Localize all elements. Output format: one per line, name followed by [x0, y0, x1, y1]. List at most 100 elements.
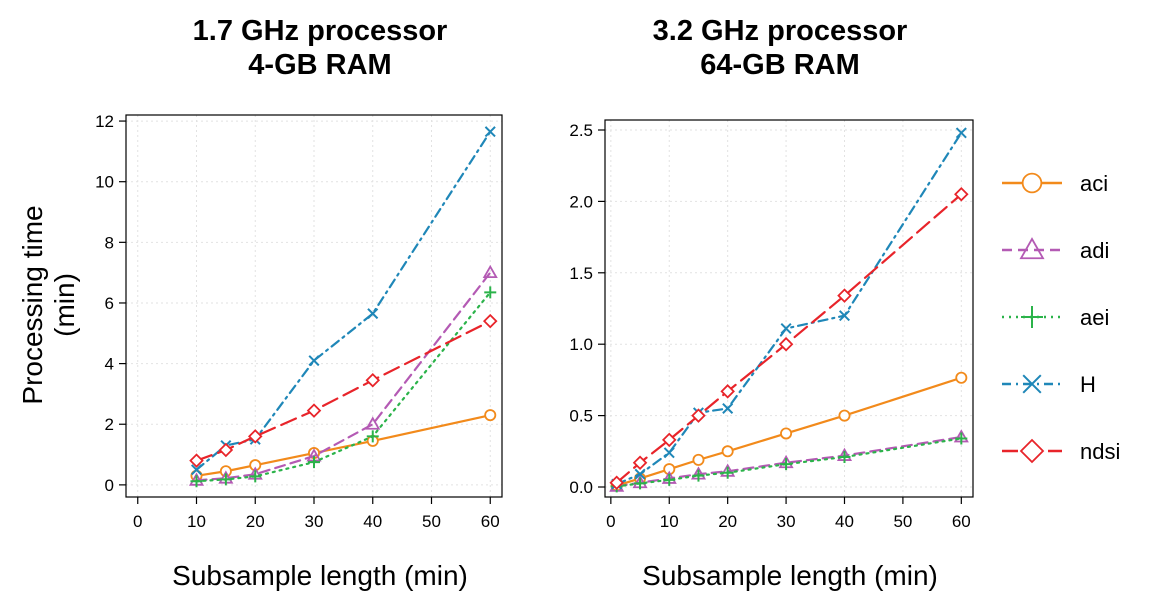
x-tick-label: 10	[660, 512, 679, 531]
x-tick-label: 40	[835, 512, 854, 531]
point-H	[838, 310, 850, 322]
point-aei	[780, 458, 793, 471]
point-aei	[190, 475, 203, 488]
point-ndsi	[778, 336, 794, 352]
point-ndsi	[306, 403, 322, 418]
point-ndsi	[247, 429, 263, 444]
point-aei	[484, 286, 497, 299]
point-H	[663, 447, 675, 459]
point-ndsi	[720, 384, 735, 399]
series-line-aci	[195, 414, 492, 477]
y-tick-label: 2.5	[569, 121, 593, 140]
point-aci	[838, 409, 851, 422]
point-aci	[721, 445, 734, 458]
point-aei	[692, 469, 705, 482]
series-line-ndsi	[615, 193, 963, 484]
legend-label-ndsi: ndsi	[1080, 439, 1120, 464]
point-H	[722, 402, 734, 414]
series-line-H	[615, 131, 963, 486]
point-ndsi	[218, 442, 234, 458]
point-aci	[249, 459, 262, 472]
x-tick-label: 10	[187, 512, 206, 531]
point-H	[308, 355, 320, 367]
point-aei	[366, 430, 379, 443]
legend-item-H: H	[1002, 372, 1096, 397]
chart-title-left: 1.7 GHz processor 4-GB RAM	[120, 14, 520, 82]
title-left-line-1: 1.7 GHz processor	[192, 15, 448, 47]
legend-marker-aei	[1021, 306, 1043, 328]
series-line-adi	[615, 435, 963, 488]
y-tick-label: 4	[105, 355, 114, 374]
legend-marker-H	[1022, 374, 1042, 394]
point-H	[190, 464, 203, 476]
legend-item-aci: aci	[1002, 171, 1108, 196]
point-ndsi	[365, 373, 381, 388]
series-line-adi	[195, 271, 492, 482]
plot-frame	[604, 119, 974, 498]
point-H	[367, 308, 379, 320]
point-ndsi	[632, 455, 648, 471]
x-tick-label: 40	[363, 512, 382, 531]
point-aei	[955, 432, 968, 445]
point-H	[634, 468, 646, 480]
legend-item-aei: aei	[1002, 305, 1109, 330]
x-tick-label: 50	[422, 512, 441, 531]
point-ndsi	[609, 475, 624, 490]
left-plot-panel: 0 10 20 30 40 50 60 0 2 4 6 8 10 12	[95, 112, 503, 531]
point-aei	[838, 451, 851, 464]
point-aei	[634, 477, 647, 490]
point-adi	[482, 264, 498, 279]
point-H	[955, 127, 967, 139]
x-axis-label-left: Subsample length (min)	[172, 560, 468, 591]
x-tick-label: 60	[952, 512, 971, 531]
x-tick-label: 20	[246, 512, 265, 531]
point-aei	[721, 466, 734, 479]
y-tick-label: 6	[105, 294, 114, 313]
point-ndsi	[482, 313, 498, 329]
y-tick-label: 0	[105, 476, 114, 495]
y-tick-label: 2.0	[569, 192, 593, 211]
point-aci	[780, 427, 793, 440]
legend-marker-ndsi	[1019, 438, 1045, 464]
legend-label-aei: aei	[1080, 305, 1109, 330]
title-right-line-1: 3.2 GHz processor	[652, 15, 908, 47]
point-ndsi	[837, 288, 852, 303]
y-axis-label-line-2: (min)	[49, 273, 80, 337]
y-tick-label: 1.0	[569, 335, 593, 354]
point-H	[780, 322, 792, 334]
title-left-line-2: 4-GB RAM	[248, 49, 392, 81]
legend-label-adi: adi	[1080, 238, 1109, 263]
point-aei	[219, 473, 232, 486]
legend-marker-aci	[1021, 172, 1043, 194]
point-aci	[692, 453, 705, 466]
point-ndsi	[189, 453, 204, 468]
y-tick-label: 12	[95, 112, 114, 131]
y-tick-label: 0.5	[569, 407, 593, 426]
x-tick-label: 50	[893, 512, 912, 531]
y-axis-label: Processing time (min)	[17, 205, 80, 404]
y-tick-label: 1.5	[569, 264, 593, 283]
x-tick-label: 0	[133, 512, 142, 531]
x-tick-label: 0	[606, 512, 615, 531]
x-tick-label: 30	[777, 512, 796, 531]
point-aei	[249, 470, 262, 483]
y-axis-label-line-1: Processing time	[17, 205, 48, 404]
x-tick-label: 20	[718, 512, 737, 531]
chart-title-right: 3.2 GHz processor 64-GB RAM	[580, 14, 980, 82]
right-plot-panel: 0 10 20 30 40 50 60 0.0 0.5 1.0 1.5 2.0 2.5	[569, 119, 974, 531]
point-aei	[663, 473, 676, 486]
point-aci	[484, 409, 497, 422]
legend-item-adi: adi	[1002, 237, 1109, 263]
legend-label-H: H	[1080, 372, 1096, 397]
series-line-aei	[195, 291, 492, 483]
point-ndsi	[954, 186, 969, 202]
point-H	[484, 126, 496, 138]
y-tick-label: 2	[105, 415, 114, 434]
series-line-H	[195, 130, 492, 471]
legend-marker-adi	[1019, 237, 1045, 260]
x-tick-label: 60	[481, 512, 500, 531]
point-aci	[955, 371, 968, 384]
legend-label-aci: aci	[1080, 171, 1108, 196]
